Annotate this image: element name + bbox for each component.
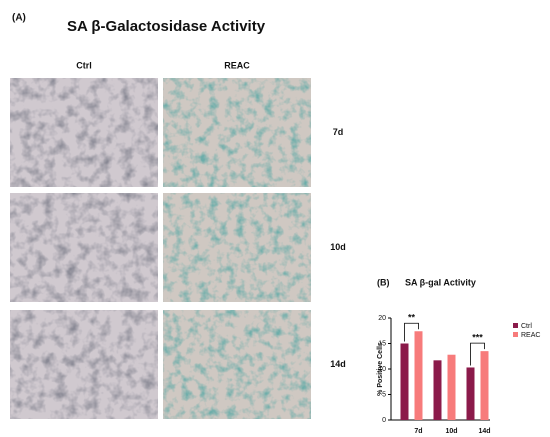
x-tick-label: 7d — [414, 428, 422, 435]
significance-bracket — [404, 322, 419, 342]
y-axis-label: % Positive Cells — [377, 342, 384, 396]
bar — [466, 367, 475, 420]
row-label: 14d — [330, 359, 346, 369]
legend-swatch — [513, 332, 518, 337]
micrograph-texture — [10, 193, 158, 302]
y-tick-label: 20 — [378, 315, 386, 322]
legend-label: REAC — [521, 332, 540, 339]
micrograph-texture — [10, 310, 158, 419]
bar — [400, 343, 409, 420]
bar — [433, 360, 442, 420]
bar — [480, 351, 489, 420]
significance-label: *** — [472, 333, 483, 343]
micrograph-texture — [163, 78, 311, 187]
y-tick-label: 15 — [378, 340, 386, 347]
row-label: 10d — [330, 242, 346, 252]
x-tick-label: 10d — [445, 428, 457, 435]
chart-title: SA β-gal Activity — [405, 277, 476, 287]
y-tick-label: 0 — [382, 417, 386, 424]
legend-label: Ctrl — [521, 323, 532, 330]
x-tick-label: 14d — [478, 428, 490, 435]
panel-label: (B) — [377, 277, 390, 287]
column-label: REAC — [224, 60, 250, 70]
column-label: Ctrl — [76, 60, 92, 70]
micrograph-texture — [10, 78, 158, 187]
micrograph-texture — [163, 193, 311, 302]
micrograph-texture — [163, 310, 311, 419]
significance-bracket — [470, 342, 485, 366]
panel-title: SA β-Galactosidase Activity — [67, 18, 266, 35]
bar — [447, 354, 456, 420]
legend-swatch — [513, 323, 518, 328]
y-tick-label: 5 — [382, 391, 386, 398]
y-tick-label: 10 — [378, 366, 386, 373]
bar — [414, 331, 423, 420]
row-label: 7d — [333, 127, 344, 137]
significance-label: ** — [408, 313, 416, 323]
panel-label: (A) — [12, 13, 26, 24]
